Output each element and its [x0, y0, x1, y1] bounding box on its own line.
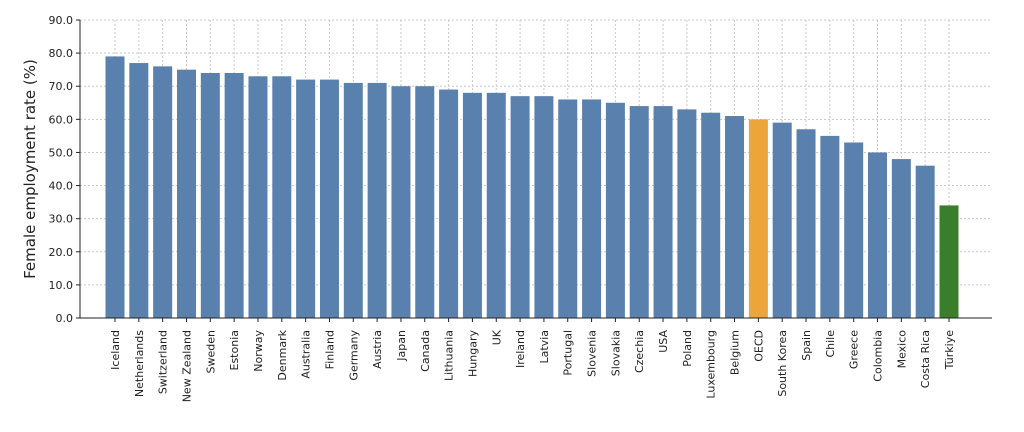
bar-spain — [796, 129, 816, 318]
y-tick-label: 10.0 — [49, 279, 74, 292]
bars — [105, 56, 959, 319]
x-tick-label: Lithuania — [443, 330, 456, 381]
bar-costa-rica — [915, 165, 935, 318]
bar-austria — [367, 82, 387, 319]
bar-iceland — [105, 56, 125, 319]
x-tick-label: Canada — [419, 330, 432, 372]
x-tick-label: Australia — [300, 330, 313, 379]
y-tick-label: 40.0 — [49, 180, 74, 193]
x-tick-label: Ireland — [514, 330, 527, 368]
y-tick-label: 0.0 — [56, 312, 74, 325]
x-tick-label: South Korea — [776, 330, 789, 397]
bar-t-rkiye — [939, 205, 959, 318]
x-tick-label: Estonia — [228, 330, 241, 371]
x-tick-label: Colombia — [872, 330, 885, 382]
x-tick-label: Denmark — [276, 329, 289, 380]
bar-czechia — [629, 106, 649, 318]
x-tick-label: Türkiye — [943, 330, 956, 371]
x-tick-label: Sweden — [204, 330, 217, 373]
y-tick-label: 90.0 — [49, 14, 74, 27]
y-tick-labels: 0.0 10.0 20.0 30.0 40.0 50.0 60.0 70.0 80.0 90.0 — [49, 14, 80, 325]
x-tick-label: Costa Rica — [919, 330, 932, 388]
y-tick-label: 80.0 — [49, 47, 74, 60]
x-tick-label: Luxembourg — [705, 330, 718, 399]
x-tick-label: Norway — [252, 330, 265, 372]
bar-oecd — [748, 119, 768, 318]
bar-chile — [820, 135, 840, 318]
x-tick-label: Netherlands — [133, 330, 146, 397]
y-axis-label: Female employment rate (%) — [21, 59, 39, 279]
axes — [79, 20, 992, 319]
y-tick-label: 70.0 — [49, 80, 74, 93]
bar-lithuania — [439, 89, 459, 319]
x-tick-label: Chile — [824, 330, 837, 358]
x-tick-label: Latvia — [538, 330, 551, 364]
bar-estonia — [224, 72, 244, 318]
bar-luxembourg — [701, 112, 721, 318]
bar-finland — [319, 79, 339, 318]
bar-ireland — [510, 96, 530, 319]
bar-netherlands — [129, 63, 149, 318]
bar-usa — [653, 106, 673, 318]
bar-slovakia — [605, 102, 625, 319]
bar-germany — [343, 82, 363, 319]
bar-sweden — [200, 72, 220, 318]
bar-slovenia — [582, 99, 602, 318]
x-tick-label: Czechia — [633, 330, 646, 373]
bar-colombia — [868, 152, 888, 318]
y-tick-label: 50.0 — [49, 146, 74, 159]
x-tick-label: Iceland — [109, 330, 122, 370]
x-tick-label: Poland — [681, 330, 694, 367]
bar-portugal — [558, 99, 578, 318]
x-tick-label: OECD — [752, 330, 765, 362]
x-tick-label: Hungary — [466, 330, 479, 377]
x-tick-label: Portugal — [562, 330, 575, 376]
bar-denmark — [272, 76, 292, 319]
bar-poland — [677, 109, 697, 319]
bar-belgium — [725, 116, 745, 319]
x-tick-label: Japan — [395, 330, 408, 362]
y-tick-label: 60.0 — [49, 113, 74, 126]
x-tick-label: Spain — [800, 330, 813, 361]
y-tick-label: 20.0 — [49, 246, 74, 259]
x-tick-label: Austria — [371, 330, 384, 369]
bar-australia — [296, 79, 316, 318]
bar-new-zealand — [176, 69, 196, 319]
x-tick-label: UK — [490, 329, 503, 345]
x-tick-label: Mexico — [895, 330, 908, 369]
x-tick-label: Germany — [347, 330, 360, 381]
bar-uk — [486, 92, 506, 318]
bar-south-korea — [772, 122, 792, 319]
bar-mexico — [891, 159, 911, 318]
bar-greece — [844, 142, 864, 318]
x-tick-label: New Zealand — [180, 330, 193, 402]
x-tick-label: Greece — [848, 330, 861, 369]
bar-canada — [415, 86, 435, 318]
x-tick-label: Switzerland — [157, 330, 170, 394]
x-tick-label: USA — [657, 330, 670, 353]
bar-norway — [248, 76, 268, 319]
x-tick-labels: Iceland Netherlands Switzerland New Zealand… — [109, 318, 956, 402]
bar-hungary — [462, 92, 482, 318]
bar-japan — [391, 86, 411, 318]
x-tick-label: Belgium — [729, 330, 742, 375]
y-tick-label: 30.0 — [49, 213, 74, 226]
x-tick-label: Slovakia — [609, 330, 622, 376]
bar-switzerland — [153, 66, 173, 318]
bar-latvia — [534, 96, 554, 319]
x-tick-label: Slovenia — [586, 330, 599, 377]
x-tick-label: Finland — [323, 330, 336, 369]
